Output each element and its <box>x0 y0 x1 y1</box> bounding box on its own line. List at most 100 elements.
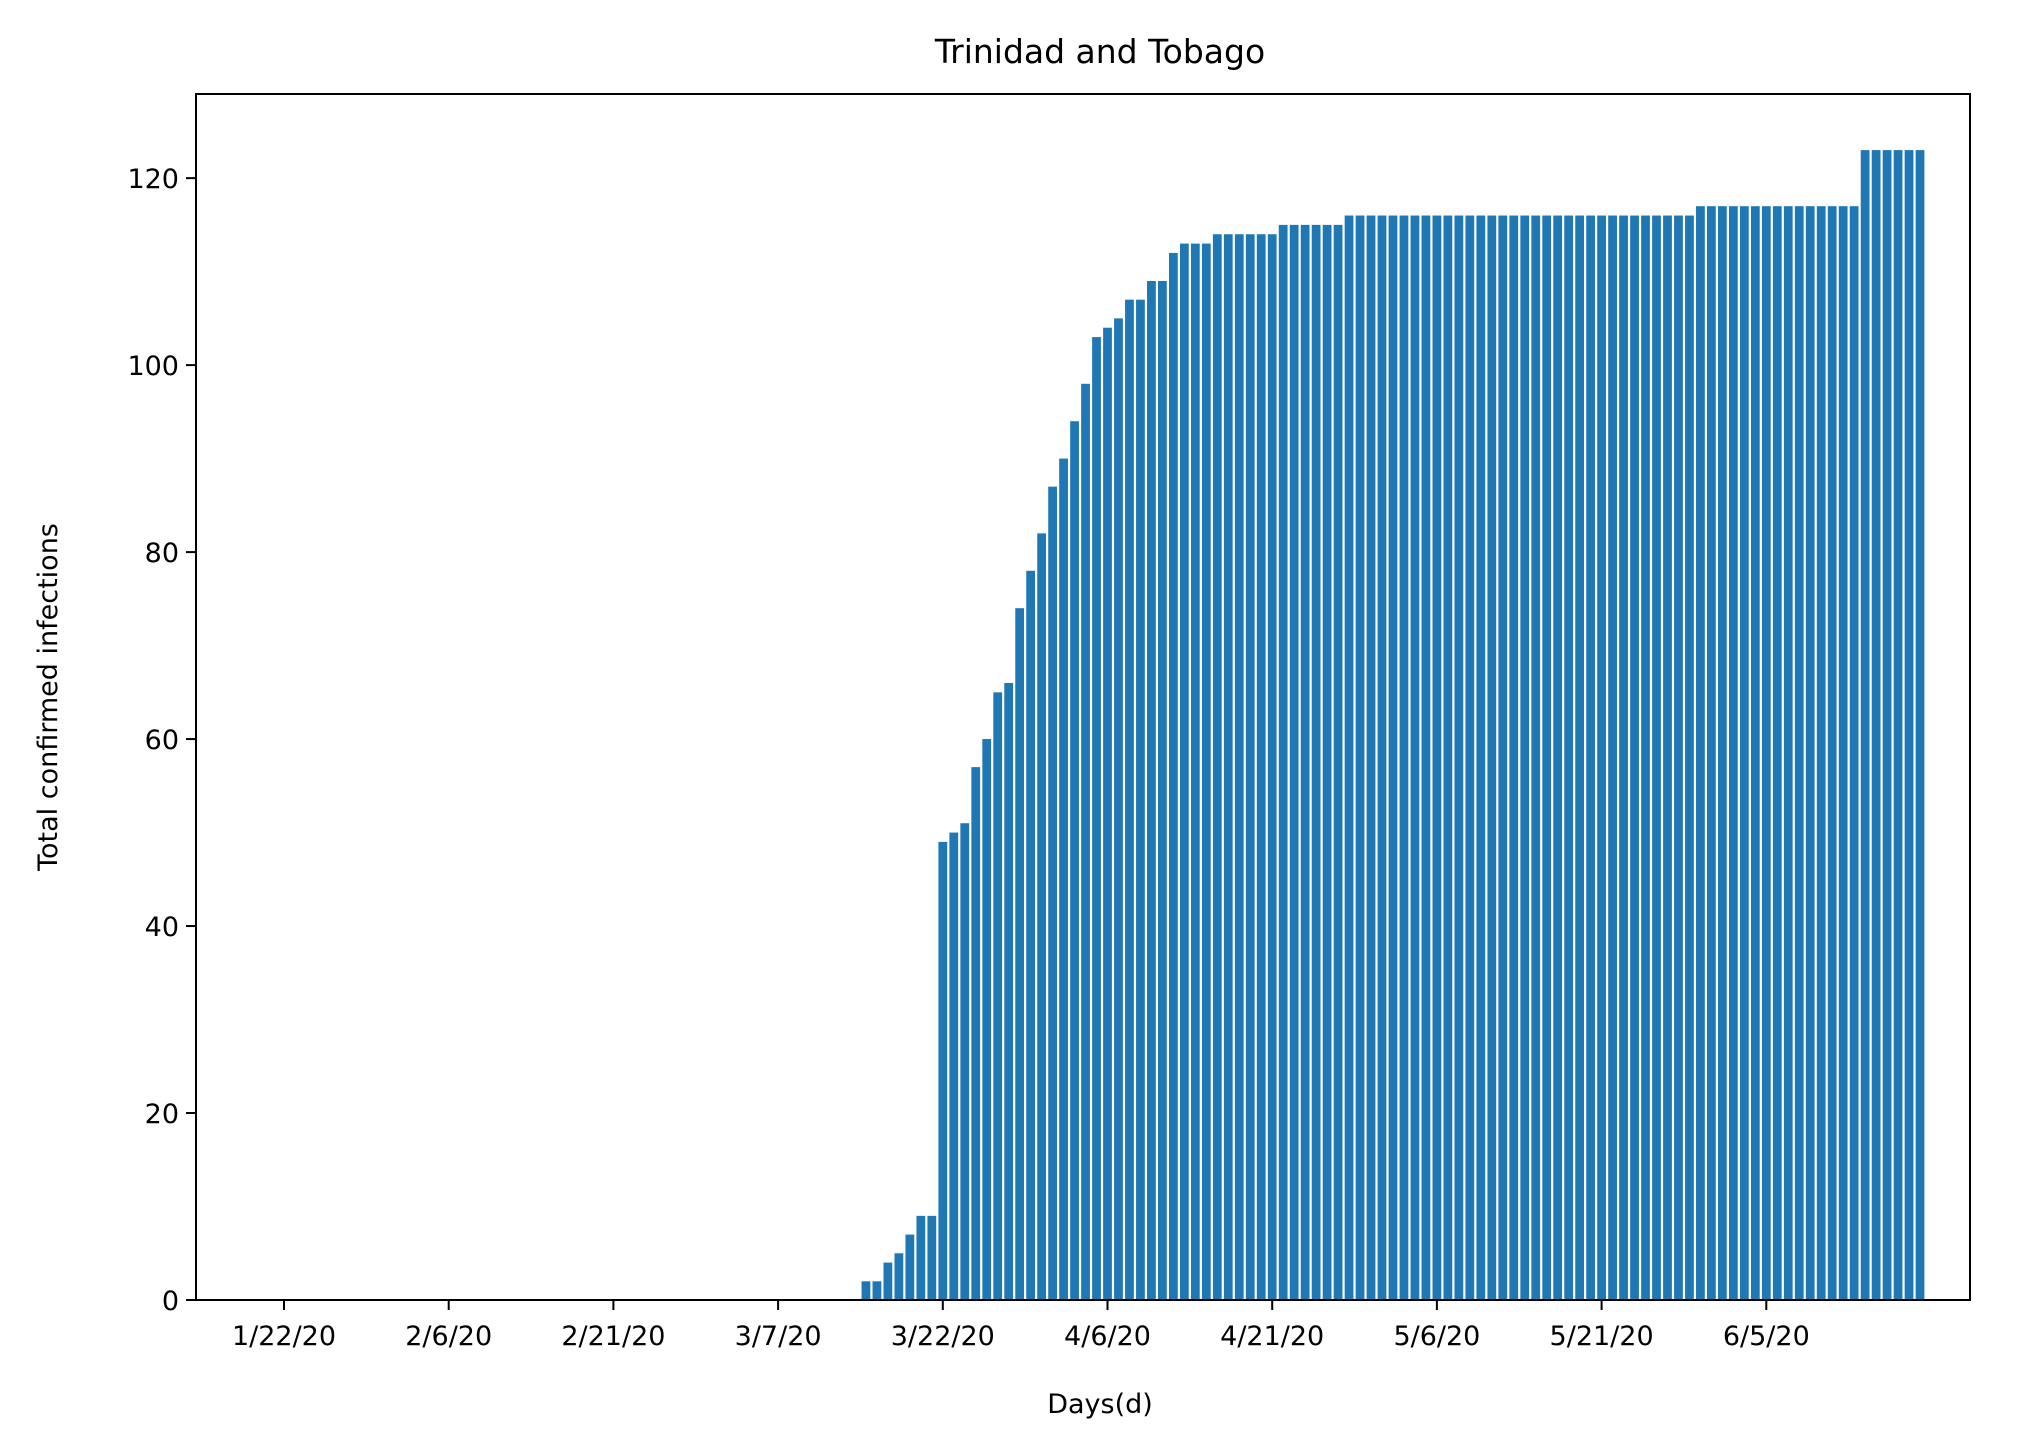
y-tick-label: 100 <box>127 351 179 382</box>
bar-4/2/20 <box>1059 458 1068 1301</box>
x-tick-label: 4/21/20 <box>1220 1321 1324 1352</box>
bar-5/2/20 <box>1388 215 1398 1300</box>
bar-3/18/20 <box>894 1253 904 1300</box>
x-tick-label: 6/5/20 <box>1723 1321 1810 1352</box>
bar-3/22/20 <box>938 841 948 1300</box>
bar-6/15/20 <box>1871 150 1881 1301</box>
bar-3/19/20 <box>905 1234 915 1300</box>
bar-5/18/20 <box>1564 215 1574 1300</box>
y-tick-label: 40 <box>145 912 179 943</box>
bar-3/24/20 <box>960 823 970 1300</box>
bar-6/11/20 <box>1827 206 1837 1301</box>
bar-3/26/20 <box>982 739 992 1300</box>
bar-6/4/20 <box>1750 206 1760 1301</box>
x-axis-label: Days(d) <box>1047 1389 1153 1420</box>
bar-5/20/20 <box>1586 215 1596 1300</box>
x-tick-label: 5/21/20 <box>1550 1321 1654 1352</box>
x-tick-label: 5/6/20 <box>1393 1321 1480 1352</box>
bar-4/29/20 <box>1355 215 1365 1300</box>
bar-4/30/20 <box>1366 215 1376 1300</box>
bar-4/6/20 <box>1103 327 1112 1301</box>
bar-4/11/20 <box>1158 280 1167 1301</box>
bar-3/17/20 <box>883 1262 893 1300</box>
bar-6/19/20 <box>1915 150 1925 1301</box>
bar-3/20/20 <box>916 1215 926 1300</box>
bar-4/20/20 <box>1256 234 1266 1301</box>
bar-4/24/20 <box>1300 224 1310 1300</box>
x-axis-ticks: 1/22/20 2/6/20 2/21/20 3/7/20 3/22/20 4/6/20 4… <box>232 1300 1810 1352</box>
bar-6/14/20 <box>1860 150 1870 1301</box>
y-axis-ticks: 0 20 40 60 80 100 120 <box>127 164 196 1317</box>
bar-5/17/20 <box>1553 215 1563 1300</box>
bar-3/29/20 <box>1015 608 1025 1300</box>
bar-5/30/20 <box>1696 206 1705 1301</box>
bar-5/28/20 <box>1674 215 1683 1300</box>
bar-5/15/20 <box>1531 215 1541 1300</box>
bar-4/13/20 <box>1179 243 1189 1301</box>
bar-5/11/20 <box>1487 215 1497 1300</box>
bar-5/8/20 <box>1454 215 1464 1300</box>
y-tick-label: 0 <box>162 1286 179 1317</box>
bar-4/3/20 <box>1070 421 1079 1301</box>
bar-6/17/20 <box>1893 150 1903 1301</box>
bar-4/16/20 <box>1212 234 1222 1301</box>
bar-4/28/20 <box>1344 215 1354 1300</box>
bar-3/16/20 <box>872 1281 882 1300</box>
y-tick-label: 20 <box>145 1099 179 1130</box>
bar-4/22/20 <box>1278 224 1288 1300</box>
bar-5/4/20 <box>1410 215 1420 1300</box>
bar-4/10/20 <box>1147 280 1156 1301</box>
bar-6/5/20 <box>1761 206 1771 1301</box>
bar-5/1/20 <box>1377 215 1387 1300</box>
bar-6/13/20 <box>1849 206 1859 1301</box>
bar-3/25/20 <box>971 767 981 1300</box>
bar-5/23/20 <box>1619 215 1628 1300</box>
bar-5/22/20 <box>1608 215 1617 1300</box>
bar-4/9/20 <box>1136 299 1145 1300</box>
x-tick-label: 3/22/20 <box>891 1321 995 1352</box>
bar-6/7/20 <box>1783 206 1793 1301</box>
bar-5/6/20 <box>1432 215 1442 1300</box>
bar-6/1/20 <box>1717 206 1727 1301</box>
bar-4/4/20 <box>1081 383 1090 1300</box>
bar-3/21/20 <box>927 1215 937 1300</box>
bar-5/16/20 <box>1542 215 1552 1300</box>
bar-4/1/20 <box>1048 486 1057 1300</box>
bar-5/26/20 <box>1652 215 1661 1300</box>
bar-6/12/20 <box>1838 206 1848 1301</box>
bar-6/9/20 <box>1805 206 1815 1301</box>
x-tick-label: 2/6/20 <box>405 1321 492 1352</box>
bar-4/15/20 <box>1201 243 1211 1301</box>
chart-title: Trinidad and Tobago <box>934 32 1265 71</box>
bar-5/31/20 <box>1707 206 1716 1301</box>
bar-3/23/20 <box>949 832 959 1300</box>
bar-5/21/20 <box>1597 215 1606 1300</box>
bar-5/9/20 <box>1465 215 1475 1300</box>
bar-4/23/20 <box>1289 224 1299 1300</box>
bar-5/14/20 <box>1520 215 1530 1300</box>
bar-4/12/20 <box>1168 252 1178 1301</box>
bar-5/19/20 <box>1575 215 1585 1300</box>
bar-6/8/20 <box>1794 206 1804 1301</box>
x-tick-label: 3/7/20 <box>735 1321 822 1352</box>
bar-3/28/20 <box>1004 682 1014 1300</box>
bar-6/2/20 <box>1728 206 1738 1301</box>
plot-frame <box>195 93 1971 1301</box>
bar-6/18/20 <box>1904 150 1914 1301</box>
x-tick-label: 4/6/20 <box>1064 1321 1151 1352</box>
y-axis-label: Total confirmed infections <box>33 523 64 872</box>
bar-4/27/20 <box>1333 224 1343 1300</box>
bar-3/31/20 <box>1037 533 1047 1300</box>
y-tick-label: 80 <box>145 538 179 569</box>
x-tick-label: 2/21/20 <box>561 1321 665 1352</box>
bars <box>861 150 1925 1301</box>
bar-5/5/20 <box>1421 215 1431 1300</box>
bar-6/6/20 <box>1772 206 1782 1301</box>
bar-5/13/20 <box>1509 215 1519 1300</box>
bar-5/24/20 <box>1630 215 1639 1300</box>
bar-6/16/20 <box>1882 150 1892 1301</box>
bar-5/3/20 <box>1399 215 1409 1300</box>
y-tick-label: 120 <box>127 164 179 195</box>
